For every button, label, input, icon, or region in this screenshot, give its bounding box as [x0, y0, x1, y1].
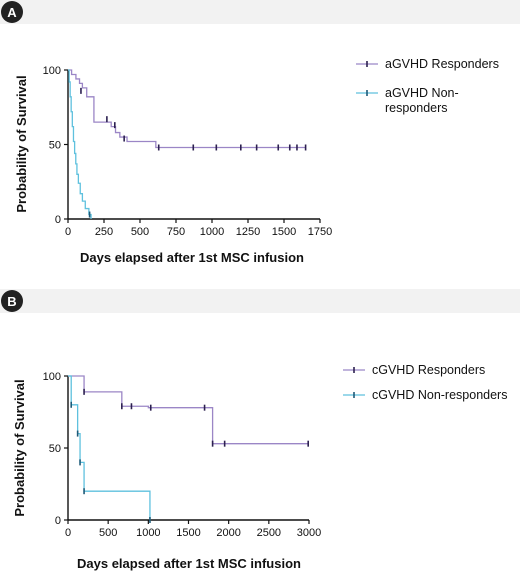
x-tick-label: 1500	[176, 527, 200, 539]
y-tick-label: 100	[43, 65, 61, 77]
panel-a-badge: A	[1, 1, 23, 23]
series-line-responders	[68, 375, 309, 445]
panel-a-header: A	[0, 0, 520, 24]
x-tick-label: 0	[65, 226, 71, 238]
x-tick-label: 1500	[272, 226, 296, 238]
x-tick-label: 500	[99, 527, 117, 539]
series-line-non-responders	[68, 69, 92, 219]
y-tick-label: 100	[43, 371, 61, 383]
x-tick-label: 1750	[308, 226, 332, 238]
chart-b-ylabel: Probability of Survival	[12, 379, 27, 516]
chart-panel-a: 0 250 500 750 1000 1250 1500 1750 0 50 100 aGVHD R…	[14, 57, 499, 265]
x-tick-label: 3000	[297, 527, 321, 539]
legend-label-line: aGVHD Non-	[385, 86, 459, 100]
legend-label-0: aGVHD Responders	[385, 57, 499, 71]
legend-label-1: cGVHD Non-responders	[372, 388, 507, 402]
legend-label-1: aGVHD Non-responders	[385, 86, 459, 115]
legend-label-line: responders	[385, 101, 448, 115]
x-tick-label: 2000	[216, 527, 240, 539]
chart-b-xlabel: Days elapsed after 1st MSC infusion	[77, 556, 301, 571]
y-tick-label: 50	[49, 140, 61, 152]
legend-label-0: cGVHD Responders	[372, 363, 485, 377]
chart-a-xlabel: Days elapsed after 1st MSC infusion	[80, 250, 304, 265]
x-tick-label: 0	[65, 527, 71, 539]
x-tick-label: 1250	[236, 226, 260, 238]
x-tick-label: 1000	[136, 527, 160, 539]
x-tick-label: 500	[131, 226, 149, 238]
y-tick-label: 0	[55, 515, 61, 527]
chart-a-ylabel: Probability of Survival	[14, 75, 29, 212]
y-tick-label: 0	[55, 214, 61, 226]
chart-panel-b: 0 500 1000 1500 2000 2500 3000 0 50 100 cGVHD Res…	[12, 363, 507, 571]
panel-b-badge: B	[1, 290, 23, 312]
panel-b-header: B	[0, 289, 520, 313]
x-tick-label: 250	[95, 226, 113, 238]
x-tick-label: 1000	[200, 226, 224, 238]
series-line-responders	[68, 69, 306, 149]
x-tick-label: 750	[167, 226, 185, 238]
x-tick-label: 2500	[257, 527, 281, 539]
y-tick-label: 50	[49, 443, 61, 455]
series-line-non-responders	[68, 375, 151, 520]
